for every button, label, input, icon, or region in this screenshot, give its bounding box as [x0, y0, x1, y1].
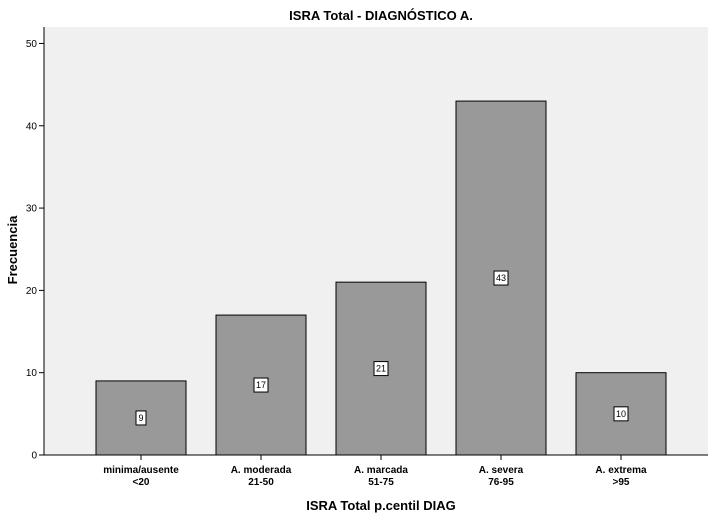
- data-label: 9: [138, 413, 143, 423]
- data-label-box: [253, 377, 269, 393]
- data-label-box: [373, 361, 389, 377]
- x-tick-label: >95: [613, 477, 630, 488]
- bars: 9 17 21 43 10: [95, 100, 667, 456]
- y-axis: 0 10 20 30 40 50: [26, 27, 45, 462]
- x-tick-label: 21-50: [248, 477, 274, 488]
- y-tick-label: 0: [31, 451, 37, 462]
- data-label: 21: [376, 364, 386, 374]
- data-label: 17: [256, 380, 266, 390]
- y-tick-label: 20: [26, 286, 38, 297]
- x-tick-label: A. marcada: [354, 465, 408, 476]
- x-tick-label: <20: [133, 477, 150, 488]
- y-tick-label: 40: [26, 121, 38, 132]
- data-label-box: [135, 410, 147, 426]
- y-tick-label: 30: [26, 204, 38, 215]
- data-label: 43: [496, 273, 506, 283]
- x-tick-label: A. extrema: [595, 465, 647, 476]
- y-axis-title: Frecuencia: [5, 215, 20, 284]
- x-tick-label: 76-95: [488, 477, 514, 488]
- x-tick-label: minima/ausente: [103, 465, 179, 476]
- x-tick-label: A. severa: [479, 465, 524, 476]
- data-label-box: [493, 270, 509, 286]
- data-label: 10: [616, 409, 626, 419]
- x-axis-title: ISRA Total p.centil DIAG: [306, 498, 456, 513]
- chart-title: ISRA Total - DIAGNÓSTICO A.: [289, 8, 473, 23]
- x-tick-label: A. moderada: [231, 465, 292, 476]
- data-label-box: [613, 406, 629, 422]
- x-tick-label: 51-75: [368, 477, 394, 488]
- y-tick-label: 10: [26, 368, 38, 379]
- y-tick-label: 50: [26, 39, 38, 50]
